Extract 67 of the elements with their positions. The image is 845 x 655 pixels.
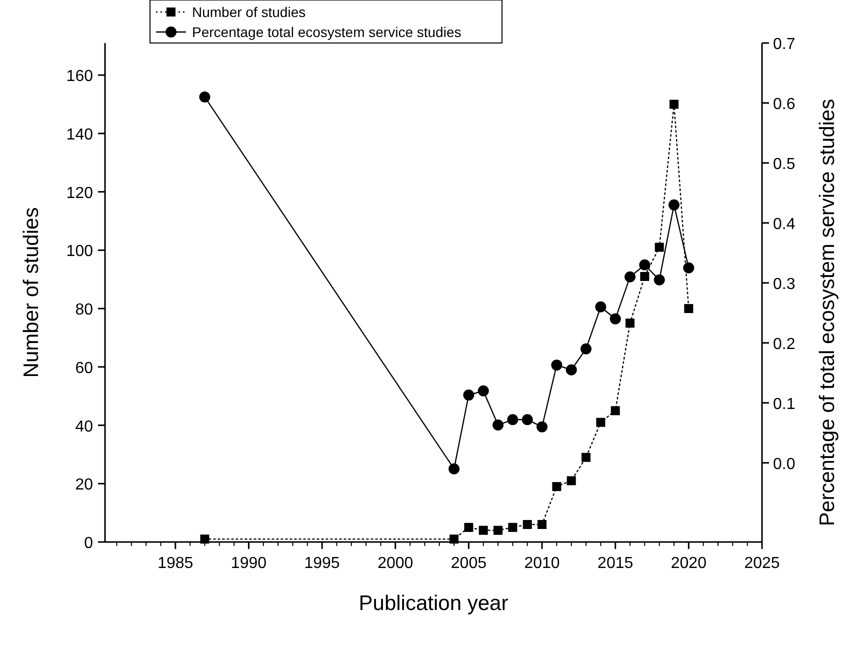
y-tick-label: 20 xyxy=(75,476,94,494)
point xyxy=(478,526,488,535)
point xyxy=(566,364,577,376)
point xyxy=(199,91,210,102)
point xyxy=(566,476,576,486)
point xyxy=(683,262,694,274)
point xyxy=(522,414,533,426)
point xyxy=(478,385,489,396)
point xyxy=(448,463,460,474)
x-tick-label: 1995 xyxy=(304,555,340,572)
point xyxy=(610,313,621,324)
y-tick-label: 140 xyxy=(66,126,94,144)
x-tick-label: 2020 xyxy=(670,555,707,572)
point xyxy=(639,259,650,270)
point xyxy=(463,390,474,401)
point xyxy=(538,520,547,529)
point xyxy=(670,100,679,109)
y-tick-label: 0 xyxy=(84,535,94,552)
y-tick-label: 120 xyxy=(66,184,94,202)
x-tick-label: 2005 xyxy=(450,555,487,572)
point xyxy=(654,274,665,286)
y-axis-title: Number of studies xyxy=(20,207,43,378)
y2-tick-label: 0.3 xyxy=(773,276,796,293)
y-tick-label: 160 xyxy=(66,68,94,86)
point xyxy=(522,520,532,529)
x-tick-label: 2000 xyxy=(378,555,414,572)
x-axis-title: Publication year xyxy=(358,592,508,615)
point xyxy=(508,522,518,532)
point xyxy=(507,414,518,426)
point xyxy=(654,242,664,252)
point xyxy=(200,534,210,544)
point xyxy=(450,534,459,544)
point xyxy=(624,271,636,282)
x-tick-label: 1985 xyxy=(158,555,194,572)
y-tick-label: 80 xyxy=(75,302,94,319)
point xyxy=(580,343,592,354)
point xyxy=(595,301,606,312)
point xyxy=(668,199,680,210)
point xyxy=(640,272,650,281)
point xyxy=(551,360,562,371)
point xyxy=(626,318,635,328)
y-tick-label: 100 xyxy=(66,243,94,260)
x-tick-label: 2010 xyxy=(524,555,560,572)
x-tick-label: 2025 xyxy=(744,555,780,572)
y2-tick-label: 0.0 xyxy=(773,456,796,473)
y2-tick-label: 0.5 xyxy=(773,156,796,173)
point xyxy=(552,482,562,492)
y-tick-label: 40 xyxy=(75,418,94,436)
y2-tick-label: 0.7 xyxy=(773,36,796,53)
point xyxy=(582,452,591,462)
point xyxy=(596,418,606,427)
point xyxy=(492,420,504,431)
y2-tick-label: 0.1 xyxy=(773,396,796,413)
point xyxy=(610,406,620,416)
y2-tick-label: 0.4 xyxy=(773,216,796,233)
x-tick-label: 2015 xyxy=(598,555,634,572)
point xyxy=(464,522,474,532)
legend-label: Percentage total ecosystem service studies xyxy=(192,24,462,40)
legend-label: Number of studies xyxy=(192,4,306,20)
point xyxy=(684,304,694,314)
point xyxy=(536,421,548,432)
y2-tick-label: 0.6 xyxy=(773,96,796,113)
x-tick-label: 1990 xyxy=(230,555,267,572)
point xyxy=(494,526,503,535)
y2-axis-title: Percentage of total ecosystem service studies xyxy=(816,98,839,526)
y2-tick-label: 0.2 xyxy=(773,336,796,353)
y-tick-label: 60 xyxy=(75,360,94,377)
